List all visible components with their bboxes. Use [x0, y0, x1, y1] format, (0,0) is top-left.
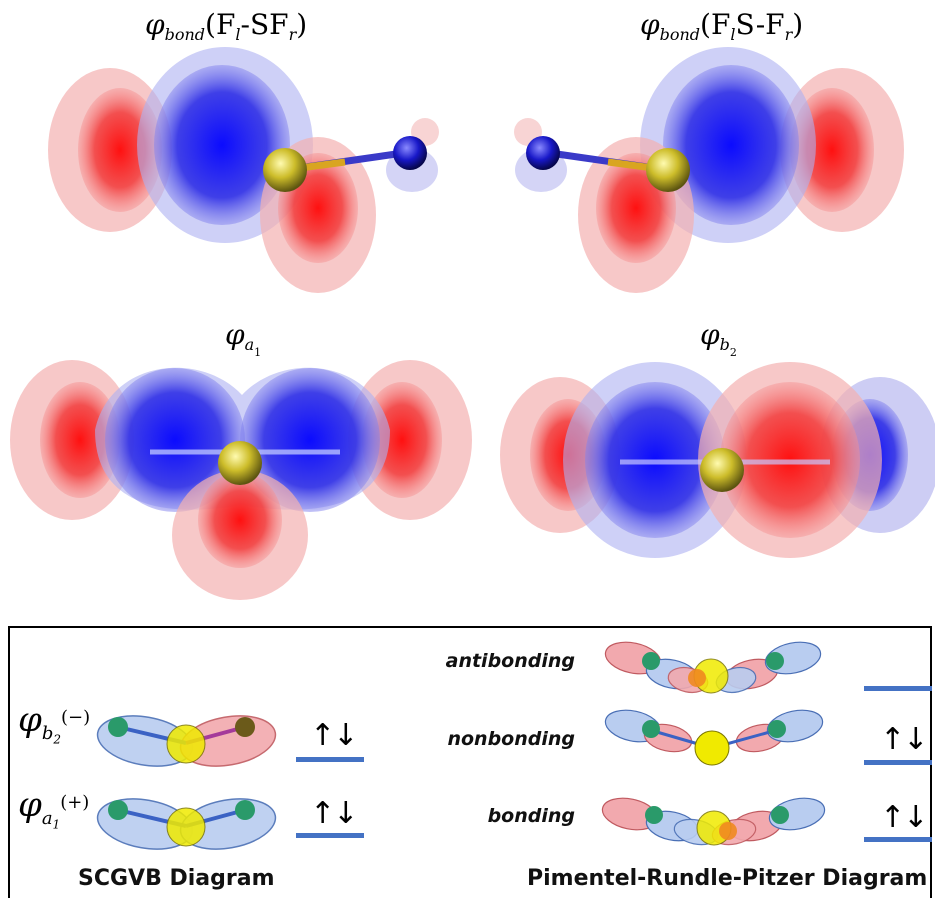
prp-nonbonding-label: nonbonding — [447, 728, 575, 750]
scgvb-b2-schematic — [96, 715, 277, 767]
diagram-schematics — [96, 641, 826, 850]
title-b2: φb2 — [700, 318, 737, 359]
prp-nonbonding-level — [864, 760, 932, 765]
prp-bonding-level — [864, 837, 932, 842]
title-bond-left: φbond(Fl-SFr) — [145, 8, 308, 44]
prp-antibonding-label: antibonding — [445, 650, 575, 672]
scgvb-a1-level — [296, 833, 364, 838]
orbital-plot-bond-left — [48, 47, 439, 293]
prp-antibonding-schematic — [604, 641, 822, 694]
scgvb-a1-label: φa1(+) — [18, 785, 90, 832]
prp-bonding-spins: ↑↓ — [880, 800, 928, 835]
prp-nonbonding-spins: ↑↓ — [880, 722, 928, 757]
title-a1: φa1 — [225, 318, 262, 359]
orbital-plot-b2 — [500, 362, 935, 558]
scgvb-b2-spins: ↑↓ — [310, 718, 358, 753]
scgvb-a1-spins: ↑↓ — [310, 796, 358, 831]
scgvb-b2-label: φb2(−) — [18, 700, 91, 747]
prp-nonbonding-schematic — [604, 709, 824, 766]
orbital-plots — [10, 47, 935, 600]
prp-bonding-label: bonding — [487, 805, 575, 827]
prp-bonding-schematic — [601, 797, 826, 846]
prp-antibonding-level — [864, 686, 932, 691]
scgvb-a1-schematic — [96, 798, 277, 850]
orbital-plot-a1 — [10, 360, 472, 600]
scgvb-caption: SCGVB Diagram — [78, 866, 275, 891]
orbital-plot-bond-right — [514, 47, 904, 293]
title-bond-right: φbond(FlS-Fr) — [640, 8, 804, 44]
prp-caption: Pimentel-Rundle-Pitzer Diagram — [527, 866, 928, 891]
scgvb-b2-level — [296, 757, 364, 762]
